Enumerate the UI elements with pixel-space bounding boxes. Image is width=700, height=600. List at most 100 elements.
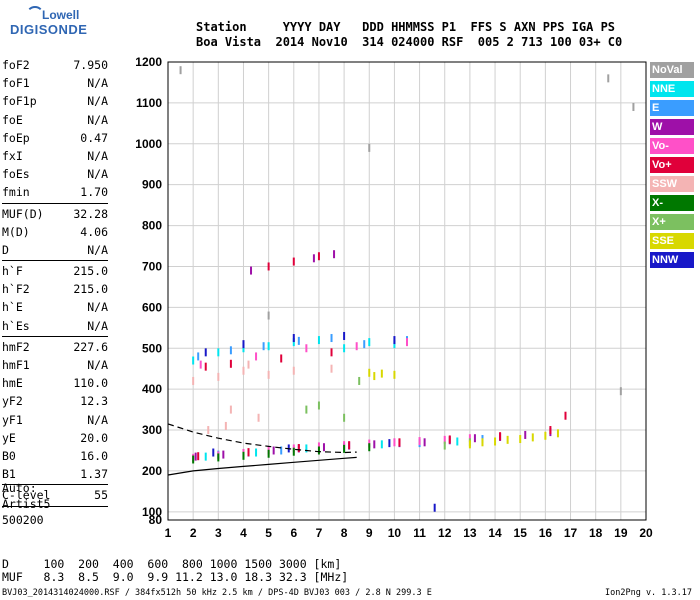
param-name: h`Es <box>2 318 30 333</box>
y-tick-label: 500 <box>142 341 162 355</box>
param-name: B1 <box>2 467 16 482</box>
echo-point <box>199 360 202 369</box>
echo-point <box>192 376 195 385</box>
legend-item-vo-: Vo+ <box>650 157 694 173</box>
echo-point <box>312 254 315 263</box>
lowell-digisonde-logo: Lowell DIGISONDE <box>4 6 88 46</box>
echo-point <box>481 438 484 447</box>
x-tick-label: 9 <box>366 526 373 540</box>
echo-point <box>368 143 371 152</box>
echo-point <box>194 452 197 461</box>
echo-point <box>305 344 308 353</box>
echo-point <box>257 413 260 422</box>
param-name: hmF2 <box>2 339 30 354</box>
x-tick-label: 10 <box>388 526 402 540</box>
echo-points <box>179 66 635 512</box>
echo-point <box>607 74 610 83</box>
y-tick-label: 400 <box>142 382 162 396</box>
header-line1: Station YYYY DAY DDD HHMMSS P1 FFS S AXN… <box>196 20 616 34</box>
echo-point <box>398 438 401 447</box>
echo-point <box>222 450 225 459</box>
echo-point <box>373 440 376 449</box>
echo-point <box>333 250 336 259</box>
legend-item-w: W <box>650 119 694 135</box>
y-tick-label: 1100 <box>136 96 162 110</box>
param-value: 7.950 <box>73 58 108 72</box>
echo-point <box>305 444 308 453</box>
param-row: foEs N/A <box>2 165 108 183</box>
x-tick-label: 11 <box>413 526 426 540</box>
echo-point <box>212 448 215 457</box>
param-row: C-level 55 <box>2 486 108 504</box>
param-row: h`F2 215.0 <box>2 280 108 298</box>
param-row: h`E N/A <box>2 298 108 316</box>
echo-point <box>292 447 295 456</box>
param-name: fxI <box>2 148 23 163</box>
echo-point <box>192 455 195 464</box>
profile-lines <box>167 423 357 476</box>
grid <box>167 61 647 521</box>
param-name: MUF(D) <box>2 206 44 221</box>
echo-point <box>322 443 325 452</box>
param-value: N/A <box>87 358 108 372</box>
param-value: 1.37 <box>80 467 108 482</box>
param-value: 227.6 <box>73 339 108 354</box>
y-tick-label: 300 <box>142 423 162 437</box>
echo-point <box>247 448 250 457</box>
param-row: hmF1 N/A <box>2 356 108 374</box>
echo-point <box>368 443 371 452</box>
echo-point <box>433 503 436 512</box>
echo-point <box>317 401 320 410</box>
param-row: foF1 N/A <box>2 74 108 92</box>
param-separator <box>2 202 108 204</box>
y-tick-label: 800 <box>142 219 162 233</box>
x-tick-label: 3 <box>215 526 222 540</box>
param-row: h`F 215.0 <box>2 262 108 280</box>
param-row: B0 16.0 <box>2 447 108 465</box>
legend-item-e: E <box>650 100 694 116</box>
param-name: h`F <box>2 264 23 279</box>
param-name: fmin <box>2 185 30 200</box>
param-value: 20.0 <box>80 430 108 445</box>
echo-point <box>305 405 308 414</box>
param-value: 55 <box>94 488 108 503</box>
param-value: 1.70 <box>80 185 108 200</box>
echo-point <box>418 437 421 446</box>
logo-line2: DIGISONDE <box>10 22 88 37</box>
param-separator <box>2 484 108 486</box>
series-vo- <box>192 338 471 462</box>
param-name: foEs <box>2 167 30 182</box>
param-separator <box>2 260 108 262</box>
legend-item-sse: SSE <box>650 233 694 249</box>
legend-item-nnw: NNW <box>650 252 694 268</box>
echo-point <box>348 441 351 450</box>
param-value: N/A <box>87 94 108 109</box>
echo-point <box>317 252 320 261</box>
x-tick-label: 1 <box>165 526 172 540</box>
echo-point <box>272 446 275 455</box>
echo-point <box>343 444 346 453</box>
param-value: N/A <box>87 300 108 315</box>
param-name: hmF1 <box>2 358 30 372</box>
echo-point <box>262 342 265 351</box>
param-name: yF2 <box>2 394 23 409</box>
echo-point <box>267 370 270 379</box>
param-name: yF1 <box>2 412 23 427</box>
echo-point <box>292 257 295 266</box>
series-x- <box>192 443 371 464</box>
param-row: foF2 7.950 <box>2 56 108 74</box>
param-value: N/A <box>87 112 108 127</box>
x-tick-label: 20 <box>639 526 653 540</box>
y-tick-label: 1000 <box>135 137 162 151</box>
x-tick-label: 6 <box>290 526 297 540</box>
echo-point <box>443 441 446 450</box>
echo-point <box>292 334 295 343</box>
param-name: foF2 <box>2 58 30 72</box>
header-line2: Boa Vista 2014 Nov10 314 024000 RSF 005 … <box>196 35 623 49</box>
echo-point <box>255 352 258 361</box>
logo-arc-icon <box>26 6 44 24</box>
echo-point <box>393 370 396 379</box>
param-row: foE N/A <box>2 111 108 129</box>
